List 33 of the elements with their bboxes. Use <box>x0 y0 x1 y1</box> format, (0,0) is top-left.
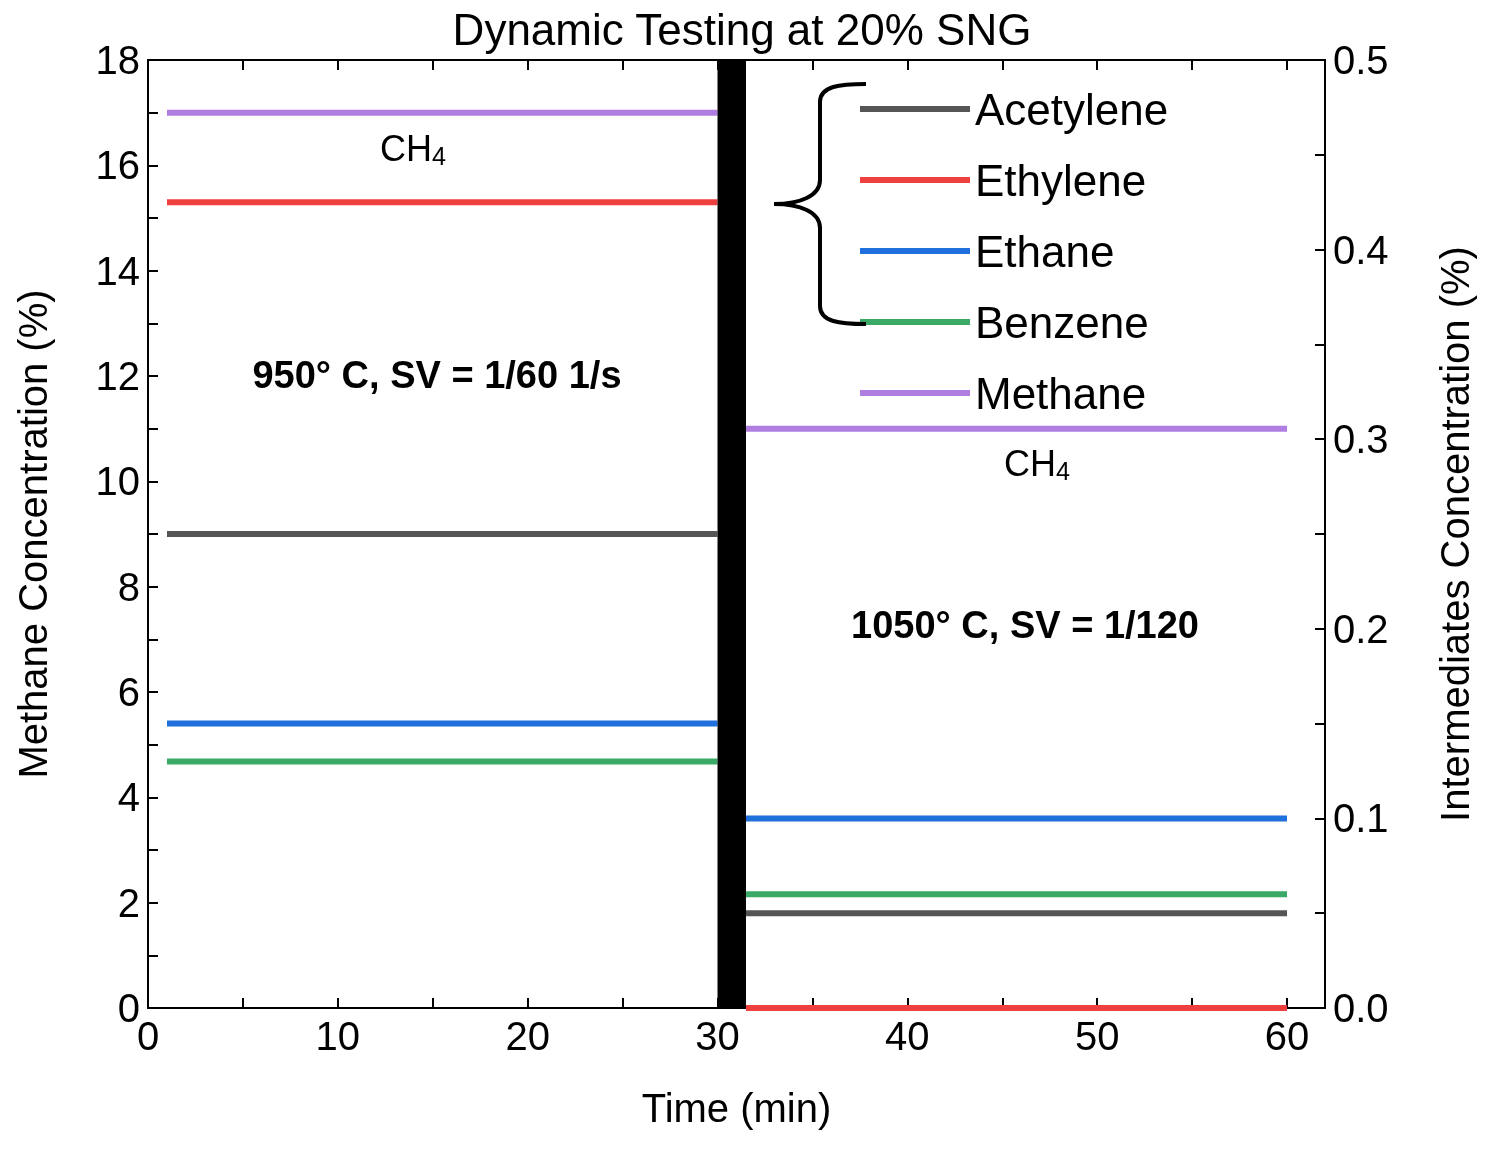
x-axis-title: Time (min) <box>641 1086 832 1130</box>
x-tick-label: 60 <box>1264 1014 1310 1058</box>
y-tick-label: 0 <box>117 986 140 1030</box>
y-tick-label: 2 <box>117 880 140 925</box>
y2-tick-label: 0.1 <box>1333 796 1389 841</box>
y-tick-label: 10 <box>95 459 140 504</box>
legend-label: Ethylene <box>975 155 1147 205</box>
x-tick-label: 50 <box>1074 1014 1120 1058</box>
y2-tick-label: 0.5 <box>1333 38 1389 82</box>
y2-axis-title: Intermediates Concentration (%) <box>1433 246 1477 822</box>
legend-label: Acetylene <box>975 84 1169 134</box>
y-tick-label: 8 <box>117 564 140 609</box>
y2-tick-label: 0.4 <box>1333 227 1389 272</box>
x-tick-label: 10 <box>315 1014 361 1058</box>
y-tick-label: 18 <box>95 38 140 82</box>
x-tick-label: 40 <box>885 1014 930 1058</box>
annotation: 1050° C, SV = 1/120 <box>851 604 1199 646</box>
y2-tick-label: 0.0 <box>1333 986 1389 1030</box>
annotation: 950° C, SV = 1/60 1/s <box>252 354 622 396</box>
legend-label: Ethane <box>975 226 1115 276</box>
legend-label: Benzene <box>975 297 1149 347</box>
y-tick-label: 16 <box>95 143 140 188</box>
y-tick-label: 14 <box>95 248 140 293</box>
y2-tick-label: 0.2 <box>1333 606 1389 651</box>
y-axis-title: Methane Concentration (%) <box>11 289 55 779</box>
x-tick-label: 20 <box>505 1014 550 1058</box>
y-tick-label: 12 <box>95 354 140 398</box>
y2-tick-label: 0.3 <box>1333 417 1389 462</box>
y-tick-label: 4 <box>117 775 140 820</box>
x-tick-label: 30 <box>695 1014 740 1058</box>
y-tick-label: 6 <box>117 670 140 714</box>
legend-label: Methane <box>975 368 1147 418</box>
chart-title: Dynamic Testing at 20% SNG <box>452 4 1032 54</box>
